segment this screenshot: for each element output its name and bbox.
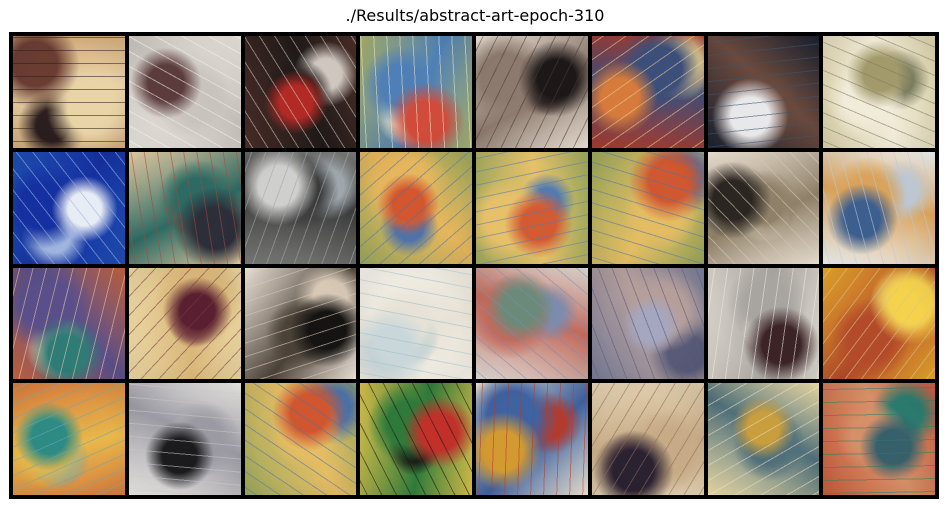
generated-image-tile — [244, 151, 357, 264]
generated-image-tile — [707, 36, 820, 148]
generated-image-tile — [13, 36, 125, 148]
generated-image-tile — [707, 151, 820, 264]
generated-image-tile — [13, 267, 125, 380]
image-grid — [9, 32, 939, 499]
generated-image-tile — [476, 267, 588, 380]
generated-image-tile — [360, 151, 472, 264]
generated-image-tile — [244, 36, 357, 148]
generated-image-tile — [823, 36, 935, 148]
generated-image-tile — [360, 267, 472, 380]
generated-image-tile — [823, 383, 935, 495]
generated-image-tile — [823, 151, 935, 264]
generated-image-tile — [476, 383, 588, 495]
generated-image-tile — [13, 383, 125, 495]
generated-image-tile — [13, 151, 125, 264]
generated-image-tile — [707, 267, 820, 380]
generated-image-tile — [244, 383, 357, 495]
generated-image-tile — [128, 267, 241, 380]
generated-image-tile — [591, 36, 704, 148]
generated-image-tile — [128, 151, 241, 264]
generated-image-tile — [128, 36, 241, 148]
figure-title: ./Results/abstract-art-epoch-310 — [345, 6, 605, 25]
generated-image-tile — [360, 383, 472, 495]
generated-image-tile — [591, 151, 704, 264]
generated-image-tile — [591, 383, 704, 495]
generated-image-tile — [128, 383, 241, 495]
generated-image-tile — [476, 151, 588, 264]
generated-image-tile — [476, 36, 588, 148]
generated-image-tile — [823, 267, 935, 380]
generated-image-tile — [244, 267, 357, 380]
generated-image-tile — [360, 36, 472, 148]
generated-image-tile — [591, 267, 704, 380]
generated-image-tile — [707, 383, 820, 495]
